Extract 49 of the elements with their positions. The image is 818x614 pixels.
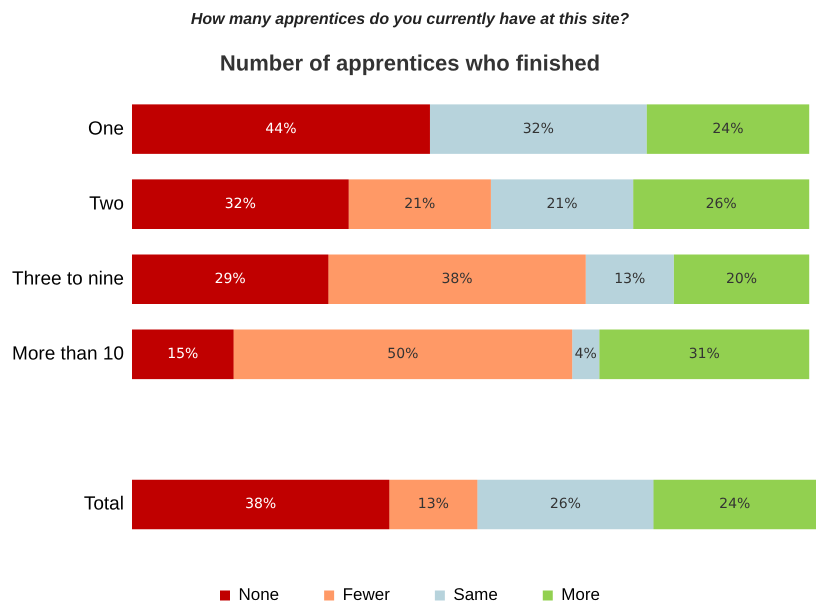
bar xyxy=(389,480,478,530)
legend-label: None xyxy=(238,585,280,604)
y-tick-label: Three to nine xyxy=(12,268,124,290)
data-label: 50% xyxy=(387,346,418,362)
bar xyxy=(586,254,674,304)
data-label: 24% xyxy=(719,496,750,512)
chart-subtitle: Number of apprentices who finished xyxy=(220,50,600,76)
data-label: 38% xyxy=(441,270,473,287)
bar xyxy=(348,179,491,229)
bar xyxy=(328,254,586,304)
data-label: 29% xyxy=(214,270,246,287)
bar xyxy=(653,480,816,530)
bar xyxy=(599,330,810,380)
data-label: 32% xyxy=(522,120,554,137)
bar xyxy=(430,104,647,154)
bar xyxy=(234,330,572,380)
bar xyxy=(674,254,810,304)
data-label: 15% xyxy=(167,346,198,362)
legend-label: Same xyxy=(453,585,498,604)
bar xyxy=(633,179,810,229)
legend-label: More xyxy=(561,585,600,604)
data-label: 13% xyxy=(418,496,449,512)
bar xyxy=(132,179,349,229)
data-label: 21% xyxy=(404,196,436,212)
chart-title: How many apprentices do you currently have at this site? xyxy=(190,11,630,28)
bar xyxy=(132,330,234,380)
y-tick-label: One xyxy=(88,118,124,140)
bar xyxy=(646,104,810,154)
bar xyxy=(132,104,430,154)
data-label: 31% xyxy=(688,346,720,362)
data-label: 21% xyxy=(546,196,578,212)
bar xyxy=(490,179,634,229)
legend-label: Fewer xyxy=(342,585,390,604)
bar xyxy=(132,254,328,304)
data-label: 38% xyxy=(245,496,276,512)
data-label: 13% xyxy=(614,270,646,287)
bar xyxy=(132,480,390,530)
data-label: 20% xyxy=(726,270,758,287)
data-label: 24% xyxy=(712,120,744,137)
data-label: 26% xyxy=(706,196,737,212)
y-tick-label: Two xyxy=(89,193,124,214)
data-label: 44% xyxy=(265,120,297,137)
y-tick-label: Total xyxy=(84,494,124,515)
data-label: 4% xyxy=(574,346,597,362)
bar xyxy=(477,480,654,530)
y-tick-label: More than 10 xyxy=(12,344,124,365)
data-label: 26% xyxy=(550,496,581,512)
data-label: 32% xyxy=(224,196,256,212)
bar xyxy=(572,330,600,380)
